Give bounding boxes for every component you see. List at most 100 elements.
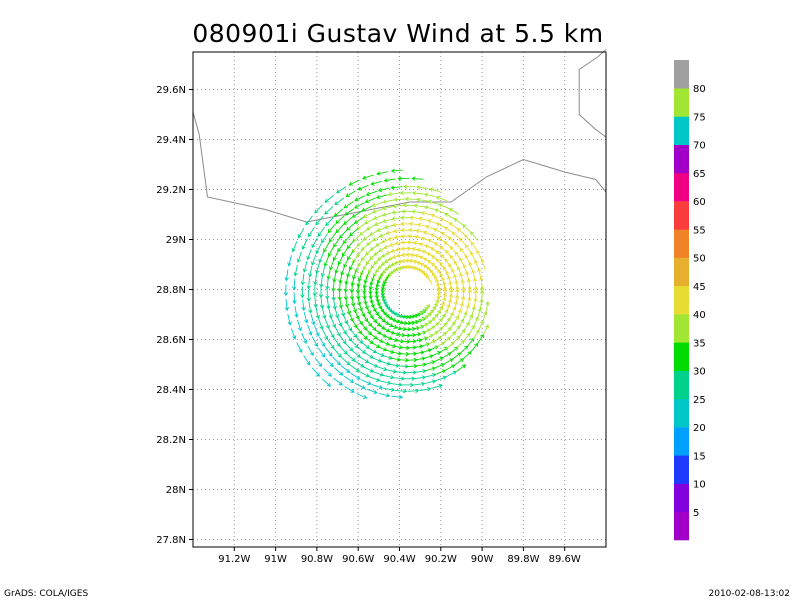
wind-arrow-head	[400, 258, 406, 264]
wind-arrow	[440, 217, 451, 224]
gridlines	[193, 52, 606, 547]
wind-arrow	[333, 336, 341, 347]
wind-arrow	[412, 192, 424, 195]
wind-arrow	[292, 241, 298, 252]
wind-arrow	[311, 254, 317, 266]
x-tick-label: 90.8W	[301, 554, 333, 565]
wind-arrow	[468, 289, 471, 301]
colorbar-swatch	[674, 342, 689, 371]
wind-arrow-head	[315, 372, 320, 377]
wind-arrow	[328, 327, 335, 338]
wind-arrow	[482, 324, 489, 336]
wind-arrow-head	[315, 221, 320, 226]
wind-arrow-head	[315, 269, 320, 275]
wind-arrow	[383, 387, 395, 391]
wind-arrow	[324, 347, 333, 357]
wind-arrow-head	[319, 325, 324, 330]
colorbar-swatch	[674, 257, 689, 287]
wind-arrow-head	[306, 361, 311, 366]
wind-arrow-head	[385, 393, 391, 398]
wind-arrow	[367, 361, 378, 368]
wind-arrow-head	[293, 272, 298, 277]
wind-arrow-head	[375, 194, 381, 200]
wind-arrow	[308, 302, 312, 313]
wind-arrow-head	[404, 196, 409, 202]
wind-arrow	[384, 178, 396, 182]
wind-arrow	[356, 393, 367, 399]
wind-arrow-head	[448, 208, 454, 213]
wind-arrow-head	[403, 320, 409, 326]
wind-arrow	[334, 208, 344, 217]
wind-arrow-head	[485, 301, 490, 306]
wind-arrow	[393, 204, 405, 207]
wind-arrow	[345, 190, 356, 197]
wind-arrow	[293, 278, 296, 290]
wind-arrow-head	[403, 388, 408, 394]
wind-arrow-head	[338, 381, 343, 386]
wind-arrow	[308, 226, 315, 237]
chart-title: 080901i Gustav Wind at 5.5 km	[192, 19, 603, 48]
wind-arrow-head	[321, 342, 326, 348]
wind-arrow	[344, 342, 353, 352]
wind-arrow	[393, 377, 405, 380]
coastline-segment	[578, 49, 607, 138]
wind-arrow-head	[421, 381, 426, 387]
wind-arrow	[344, 208, 355, 216]
wind-arrow	[456, 364, 466, 372]
wind-arrow-head	[324, 335, 329, 340]
wind-arrow	[378, 392, 390, 397]
wind-arrow-head	[343, 220, 348, 225]
wind-arrow	[360, 379, 372, 385]
wind-arrow-head	[354, 204, 359, 209]
wind-arrow	[354, 360, 365, 368]
wind-arrow	[314, 273, 317, 285]
wind-arrow-head	[348, 181, 353, 186]
wind-arrow	[354, 382, 366, 389]
wind-arrow	[459, 345, 469, 355]
wind-arrow	[343, 216, 353, 225]
wind-arrow-head	[333, 212, 339, 217]
wind-arrow-head	[302, 268, 308, 273]
colorbar-label: 65	[693, 169, 706, 180]
wind-arrow	[356, 222, 367, 230]
wind-arrow-head	[436, 287, 441, 292]
wind-arrow	[451, 352, 461, 360]
wind-arrow	[383, 199, 394, 203]
colorbar-label: 30	[693, 367, 706, 378]
wind-arrow	[371, 384, 383, 389]
wind-arrow-head	[438, 383, 443, 389]
x-tick-label: 89.6W	[549, 554, 581, 565]
wind-arrow	[359, 371, 370, 377]
wind-arrow	[412, 177, 424, 180]
wind-arrow-head	[291, 247, 296, 253]
wind-arrow	[449, 208, 460, 215]
y-tick-label: 28.8N	[156, 285, 186, 296]
colorbar-label: 25	[693, 395, 706, 406]
wind-arrow	[372, 371, 384, 376]
wind-arrow	[330, 316, 336, 328]
colorbar-swatch	[674, 455, 689, 484]
wind-arrow	[482, 311, 487, 323]
wind-arrow	[476, 250, 483, 261]
wind-arrow-head	[325, 222, 330, 227]
wind-arrow	[321, 307, 326, 319]
wind-arrow	[444, 213, 455, 220]
wind-arrow-head	[442, 375, 448, 380]
wind-arrow	[435, 209, 446, 215]
x-tick-label: 91.2W	[218, 554, 250, 565]
wind-arrow-head	[424, 306, 429, 311]
wind-arrow-head	[287, 321, 292, 326]
wind-arrow	[302, 273, 305, 285]
wind-arrow-head	[339, 371, 344, 376]
wind-arrow	[435, 369, 446, 375]
coastline-segment	[192, 111, 607, 223]
wind-arrow	[382, 205, 394, 210]
wind-arrow-head	[461, 288, 466, 293]
wind-arrow	[376, 171, 388, 175]
wind-arrow-head	[308, 273, 313, 278]
wind-arrow	[303, 311, 308, 323]
wind-arrow-head	[304, 319, 309, 324]
wind-arrow-head	[314, 209, 319, 214]
wind-arrow-head	[298, 348, 303, 353]
